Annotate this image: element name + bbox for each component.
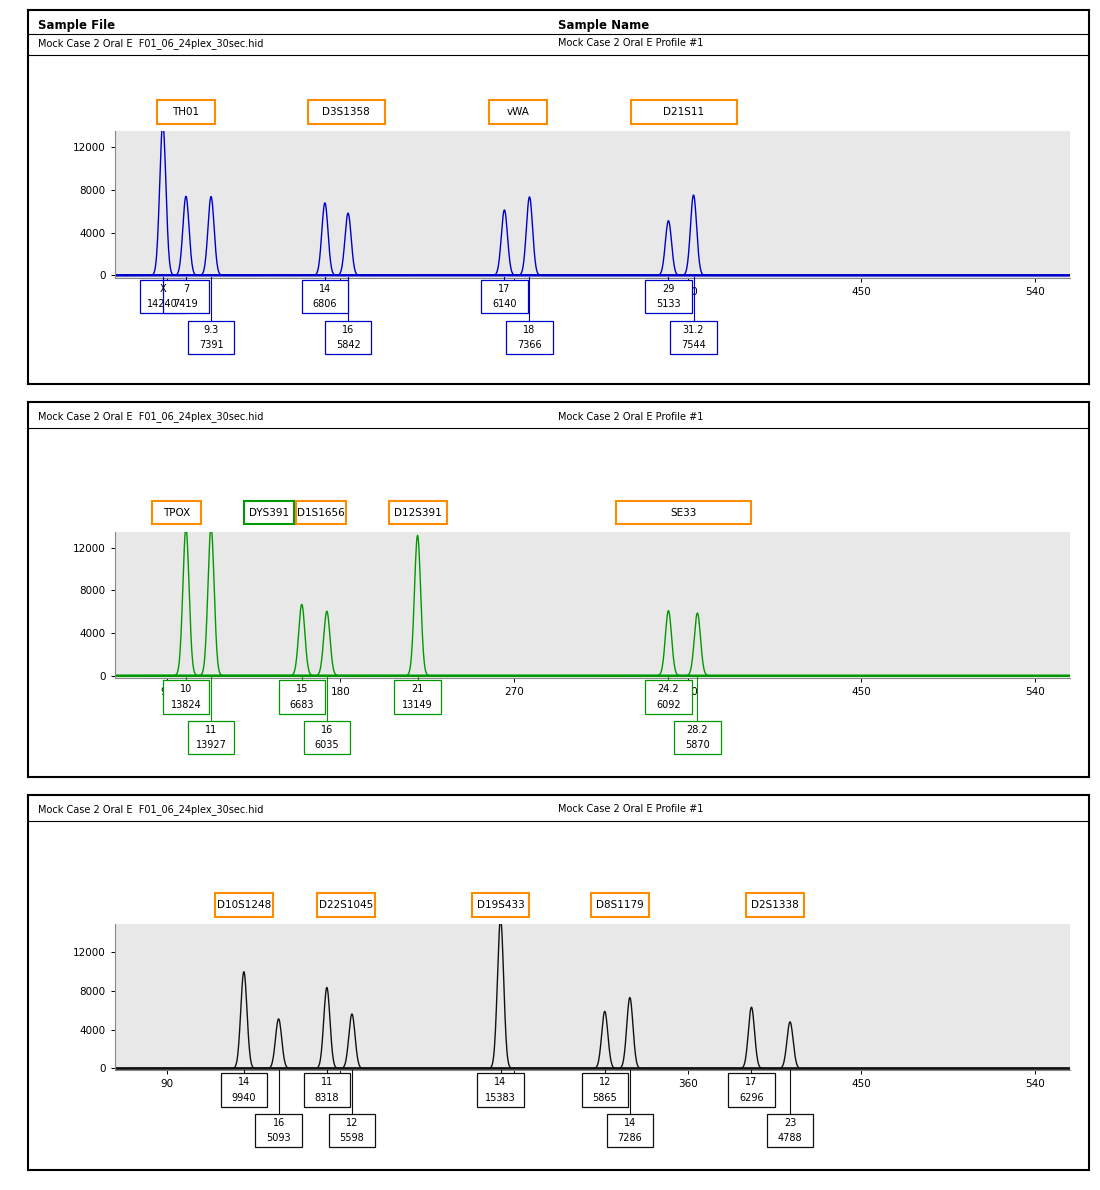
Text: D1S1656: D1S1656	[297, 507, 345, 518]
Text: 7419: 7419	[174, 300, 198, 309]
Text: 14: 14	[494, 1077, 507, 1088]
Text: 9940: 9940	[232, 1092, 256, 1103]
Text: 24.2: 24.2	[658, 684, 680, 694]
Text: Mock Case 2 Oral E  F01_06_24plex_30sec.hid: Mock Case 2 Oral E F01_06_24plex_30sec.h…	[39, 38, 264, 49]
Text: 13824: 13824	[170, 700, 201, 709]
Text: 14: 14	[238, 1077, 250, 1088]
Text: DYS391: DYS391	[249, 507, 289, 518]
Text: 6683: 6683	[289, 700, 314, 709]
Text: 13927: 13927	[196, 740, 227, 750]
Text: D22S1045: D22S1045	[319, 900, 373, 910]
Text: 13149: 13149	[403, 700, 433, 709]
Text: Sample File: Sample File	[39, 19, 116, 32]
Text: 6806: 6806	[312, 300, 338, 309]
Text: D19S433: D19S433	[476, 900, 525, 910]
Text: 23: 23	[784, 1117, 796, 1128]
Text: 5093: 5093	[266, 1133, 290, 1144]
Text: 7544: 7544	[681, 340, 706, 350]
Text: 6092: 6092	[656, 700, 681, 709]
Text: D12S391: D12S391	[394, 507, 441, 518]
Text: 5598: 5598	[340, 1133, 364, 1144]
Text: 16: 16	[321, 725, 333, 734]
Text: 14240: 14240	[147, 300, 178, 309]
Text: D8S1179: D8S1179	[596, 900, 645, 910]
Text: D21S11: D21S11	[663, 107, 704, 118]
Text: 6140: 6140	[492, 300, 517, 309]
Text: SE33: SE33	[671, 507, 697, 518]
Text: 5870: 5870	[685, 740, 710, 750]
Text: X: X	[160, 284, 166, 294]
Text: 7366: 7366	[517, 340, 542, 350]
Text: 28.2: 28.2	[686, 725, 708, 734]
Text: Mock Case 2 Oral E Profile #1: Mock Case 2 Oral E Profile #1	[558, 804, 704, 814]
Text: 17: 17	[498, 284, 510, 294]
Text: Mock Case 2 Oral E  F01_06_24plex_30sec.hid: Mock Case 2 Oral E F01_06_24plex_30sec.h…	[39, 804, 264, 815]
Text: 5842: 5842	[336, 340, 361, 350]
Text: 15383: 15383	[485, 1092, 516, 1103]
Text: 7286: 7286	[617, 1133, 642, 1144]
Text: TPOX: TPOX	[163, 507, 190, 518]
Text: Sample Name: Sample Name	[558, 19, 649, 32]
Text: vWA: vWA	[506, 107, 529, 118]
Text: 11: 11	[205, 725, 217, 734]
Text: TH01: TH01	[173, 107, 199, 118]
Text: 17: 17	[746, 1077, 758, 1088]
Text: 6296: 6296	[739, 1092, 763, 1103]
Text: 16: 16	[273, 1117, 285, 1128]
Text: D10S1248: D10S1248	[217, 900, 271, 910]
Text: 5865: 5865	[593, 1092, 617, 1103]
Text: 8318: 8318	[315, 1092, 339, 1103]
Text: 7391: 7391	[199, 340, 223, 350]
Text: 21: 21	[411, 684, 424, 694]
Text: 10: 10	[179, 684, 192, 694]
Text: 15: 15	[296, 684, 308, 694]
Text: 6035: 6035	[315, 740, 339, 750]
Text: Mock Case 2 Oral E Profile #1: Mock Case 2 Oral E Profile #1	[558, 38, 704, 48]
Text: Mock Case 2 Oral E Profile #1: Mock Case 2 Oral E Profile #1	[558, 412, 704, 421]
Text: 18: 18	[524, 325, 536, 334]
Text: 31.2: 31.2	[683, 325, 704, 334]
Text: D3S1358: D3S1358	[322, 107, 370, 118]
Text: 7: 7	[183, 284, 189, 294]
Text: 11: 11	[321, 1077, 333, 1088]
Text: 5133: 5133	[656, 300, 681, 309]
Text: D2S1338: D2S1338	[750, 900, 799, 910]
Text: Mock Case 2 Oral E  F01_06_24plex_30sec.hid: Mock Case 2 Oral E F01_06_24plex_30sec.h…	[39, 412, 264, 422]
Text: 9.3: 9.3	[204, 325, 219, 334]
Text: 4788: 4788	[778, 1133, 802, 1144]
Text: 12: 12	[598, 1077, 611, 1088]
Text: 12: 12	[345, 1117, 359, 1128]
Text: 14: 14	[624, 1117, 636, 1128]
Text: 29: 29	[662, 284, 674, 294]
Text: 14: 14	[319, 284, 331, 294]
Text: 16: 16	[342, 325, 354, 334]
